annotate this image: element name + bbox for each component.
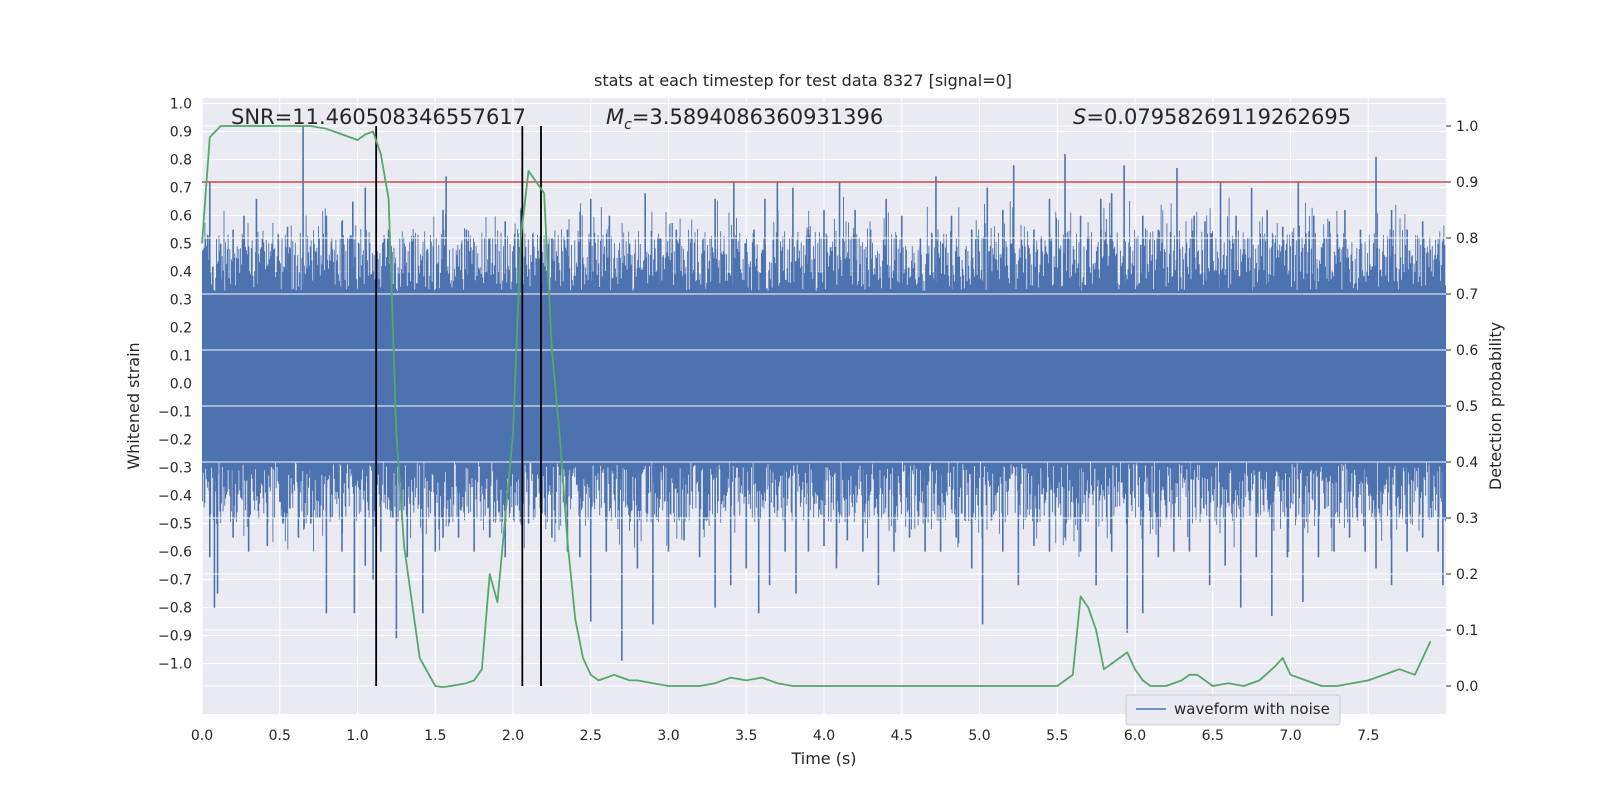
y-right-tick-label: 0.7 <box>1456 287 1478 303</box>
y-left-tick-label: 0.3 <box>170 293 192 309</box>
probability-series <box>201 125 1432 688</box>
x-tick-label: 3.5 <box>735 728 757 744</box>
legend-box <box>1125 694 1341 726</box>
y-right-tick-label: 0.8 <box>1456 231 1478 247</box>
y-left-tick-label: −0.7 <box>158 573 192 589</box>
y-right-tick-label: 1.0 <box>1456 119 1478 135</box>
x-tick-label: 6.0 <box>1124 728 1146 744</box>
y-left-tick-label: −1.0 <box>158 657 192 673</box>
y-left-tick-label: 0.8 <box>170 153 192 169</box>
y-left-tick-label: −0.5 <box>158 517 192 533</box>
x-tick-label: 4.5 <box>891 728 913 744</box>
y-left-tick-label: 1.0 <box>170 97 192 113</box>
x-tick-label: 6.5 <box>1202 728 1224 744</box>
y-right-axis-label: Detection probability <box>1486 322 1505 490</box>
y-left-tick-label: 0.4 <box>170 265 192 281</box>
y-left-tick-label: −0.4 <box>158 489 192 505</box>
legend-label: waveform with noise <box>1174 700 1330 718</box>
y-right-tick-label: 0.2 <box>1456 567 1478 583</box>
y-left-tick-labels: 1.0 0.9 0.8 0.7 0.6 0.5 0.4 0.3 0.2 0.1 0.0 −0.1 −0.… <box>158 97 192 673</box>
chirp-mass-symbol: M <box>606 105 624 129</box>
x-tick-label: 0.5 <box>269 728 291 744</box>
chirp-mass-value: =3.5894086360931396 <box>632 105 883 129</box>
snr-annotation: SNR=11.460508346557617 <box>231 105 526 129</box>
s-symbol: S <box>1073 105 1086 129</box>
s-annotation: S=0.07958269119262695 <box>1073 105 1351 129</box>
x-tick-label: 3.0 <box>657 728 679 744</box>
chirp-mass-subscript: c <box>624 117 632 133</box>
y-right-tick-label: 0.0 <box>1456 679 1478 695</box>
y-left-tick-label: 0.5 <box>170 237 192 253</box>
x-tick-label: 2.0 <box>502 728 524 744</box>
y-left-tick-label: 0.0 <box>170 377 192 393</box>
y-right-tick-label: 0.4 <box>1456 455 1478 471</box>
y-left-tick-label: 0.9 <box>170 125 192 141</box>
waveform-series <box>201 126 1447 661</box>
y-right-tick-label: 0.6 <box>1456 343 1478 359</box>
x-tick-label: 5.5 <box>1046 728 1068 744</box>
y-left-tick-label: 0.6 <box>170 209 192 225</box>
y-right-tick-label: 0.3 <box>1456 511 1478 527</box>
y-left-tick-label: −0.1 <box>158 405 192 421</box>
y-left-tick-label: 0.7 <box>170 181 192 197</box>
chirp-mass-annotation: Mc=3.5894086360931396 <box>606 105 883 133</box>
y-left-tick-label: 0.2 <box>170 321 192 337</box>
y-right-tick-label: 0.1 <box>1456 623 1478 639</box>
x-tick-label: 2.5 <box>580 728 602 744</box>
x-tick-label: 0.0 <box>191 728 213 744</box>
y-left-tick-label: −0.6 <box>158 545 192 561</box>
x-tick-labels: 0.0 0.5 1.0 1.5 2.0 2.5 3.0 3.5 4.0 4.5 5.0 5.5 6.0 6… <box>191 728 1380 744</box>
probability-line <box>201 125 1432 688</box>
y-left-tick-label: 0.1 <box>170 349 192 365</box>
chart-title: stats at each timestep for test data 832… <box>594 71 1012 90</box>
y-right-tick-labels: 1.0 0.9 0.8 0.7 0.6 0.5 0.4 0.3 0.2 0.1 0.0 <box>1446 119 1478 695</box>
y-left-tick-label: −0.9 <box>158 629 192 645</box>
x-tick-label: 4.0 <box>813 728 835 744</box>
x-tick-label: 1.0 <box>346 728 368 744</box>
y-left-tick-label: −0.3 <box>158 461 192 477</box>
s-value: =0.07958269119262695 <box>1086 105 1351 129</box>
legend: waveform with noise <box>1125 694 1341 726</box>
y-right-tick-label: 0.5 <box>1456 399 1478 415</box>
y-right-tick-label: 0.9 <box>1456 175 1478 191</box>
waveform-noise-trace <box>201 196 1447 557</box>
x-tick-label: 7.0 <box>1279 728 1301 744</box>
y-left-axis-label: Whitened strain <box>124 342 143 469</box>
x-axis-label: Time (s) <box>790 749 856 768</box>
x-tick-label: 7.5 <box>1357 728 1379 744</box>
y-left-tick-label: −0.2 <box>158 433 192 449</box>
x-tick-label: 1.5 <box>424 728 446 744</box>
y-left-tick-label: −0.8 <box>158 601 192 617</box>
x-tick-label: 5.0 <box>968 728 990 744</box>
